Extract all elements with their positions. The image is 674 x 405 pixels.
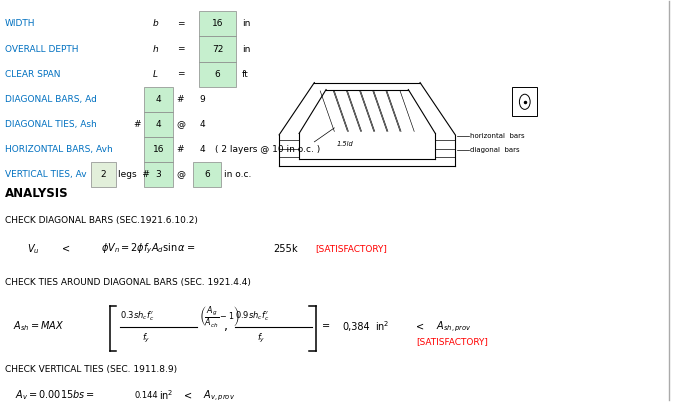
Text: 9: 9 xyxy=(200,95,205,104)
Text: b: b xyxy=(152,19,158,28)
Text: #: # xyxy=(176,145,183,154)
Text: L: L xyxy=(152,70,158,79)
Text: $0.9sh_cf_c^{\prime}$: $0.9sh_cf_c^{\prime}$ xyxy=(235,310,270,323)
Bar xyxy=(512,87,537,116)
Text: in$^2$: in$^2$ xyxy=(375,320,390,333)
Text: VERTICAL TIES, Av: VERTICAL TIES, Av xyxy=(5,170,86,179)
Text: 0.144: 0.144 xyxy=(134,391,158,400)
Text: <: < xyxy=(62,244,70,254)
Text: @: @ xyxy=(176,170,185,179)
Text: CHECK DIAGONAL BARS (SEC.1921.6.10.2): CHECK DIAGONAL BARS (SEC.1921.6.10.2) xyxy=(5,215,197,225)
Text: $A_{v,prov}$: $A_{v,prov}$ xyxy=(203,388,235,403)
Text: ,: , xyxy=(224,320,228,333)
Text: in: in xyxy=(242,19,250,28)
Ellipse shape xyxy=(520,94,530,109)
Bar xyxy=(91,162,116,187)
Text: diagonal  bars: diagonal bars xyxy=(470,147,520,153)
Text: $V_u$: $V_u$ xyxy=(27,242,40,256)
Bar xyxy=(200,36,237,62)
Text: 16: 16 xyxy=(212,19,223,28)
Text: in o.c.: in o.c. xyxy=(224,170,251,179)
Text: legs  #: legs # xyxy=(118,170,150,179)
Text: 1.5ld: 1.5ld xyxy=(337,141,354,147)
Text: 72: 72 xyxy=(212,45,223,53)
Text: $0.3sh_cf_c^{\prime}$: $0.3sh_cf_c^{\prime}$ xyxy=(120,310,155,323)
Bar xyxy=(193,162,221,187)
Text: $A_v=0.0015bs=$: $A_v=0.0015bs=$ xyxy=(15,388,95,402)
Text: @: @ xyxy=(176,120,185,129)
Bar xyxy=(200,62,237,87)
Text: 2: 2 xyxy=(100,170,106,179)
Text: k: k xyxy=(291,244,297,254)
Text: $f_y$: $f_y$ xyxy=(257,332,266,345)
Bar xyxy=(144,112,173,137)
Text: $\left(\dfrac{A_g}{A_{ch}}-1\right)$: $\left(\dfrac{A_g}{A_{ch}}-1\right)$ xyxy=(199,304,239,329)
Text: $A_{sh}=MAX$: $A_{sh}=MAX$ xyxy=(13,320,65,333)
Text: =: = xyxy=(177,19,185,28)
Text: <: < xyxy=(184,390,192,401)
Text: WIDTH: WIDTH xyxy=(5,19,35,28)
Text: DIAGONAL BARS, Ad: DIAGONAL BARS, Ad xyxy=(5,95,96,104)
Bar xyxy=(144,162,173,187)
Text: 4: 4 xyxy=(200,145,205,154)
Text: =: = xyxy=(321,322,330,332)
Text: $f_y$: $f_y$ xyxy=(142,332,151,345)
Text: $\phi V_n=2\phi f_y A_d\sin\alpha=$: $\phi V_n=2\phi f_y A_d\sin\alpha=$ xyxy=(100,242,195,256)
Text: 4: 4 xyxy=(200,120,205,129)
Text: <: < xyxy=(417,322,425,332)
Text: in$^2$: in$^2$ xyxy=(159,388,174,402)
Text: horizontal  bars: horizontal bars xyxy=(470,133,524,139)
Text: h: h xyxy=(152,45,158,53)
Text: 0,384: 0,384 xyxy=(342,322,370,332)
Text: [SATISFACTORY]: [SATISFACTORY] xyxy=(417,337,488,346)
Text: 4: 4 xyxy=(156,95,161,104)
Bar xyxy=(200,11,237,36)
Text: ft: ft xyxy=(242,70,249,79)
Bar xyxy=(144,137,173,162)
Text: CHECK TIES AROUND DIAGONAL BARS (SEC. 1921.4.4): CHECK TIES AROUND DIAGONAL BARS (SEC. 19… xyxy=(5,278,251,287)
Text: #: # xyxy=(176,95,183,104)
Bar xyxy=(144,87,173,112)
Text: 16: 16 xyxy=(153,145,164,154)
Text: $A_{sh,prov}$: $A_{sh,prov}$ xyxy=(436,319,472,334)
Text: 4: 4 xyxy=(156,120,161,129)
Text: =: = xyxy=(177,45,185,53)
Text: CHECK VERTICAL TIES (SEC. 1911.8.9): CHECK VERTICAL TIES (SEC. 1911.8.9) xyxy=(5,365,177,374)
Text: 3: 3 xyxy=(156,170,161,179)
Text: #: # xyxy=(133,120,141,129)
Text: OVERALL DEPTH: OVERALL DEPTH xyxy=(5,45,78,53)
Text: in: in xyxy=(242,45,250,53)
Text: DIAGONAL TIES, Ash: DIAGONAL TIES, Ash xyxy=(5,120,96,129)
Text: 255: 255 xyxy=(273,244,292,254)
Text: 6: 6 xyxy=(204,170,210,179)
Text: [SATISFACTORY]: [SATISFACTORY] xyxy=(315,244,388,254)
Text: ANALYSIS: ANALYSIS xyxy=(5,187,68,200)
Text: =: = xyxy=(177,70,185,79)
Text: HORIZONTAL BARS, Avh: HORIZONTAL BARS, Avh xyxy=(5,145,113,154)
Text: CLEAR SPAN: CLEAR SPAN xyxy=(5,70,60,79)
Text: 6: 6 xyxy=(214,70,220,79)
Text: ( 2 layers @ 10 in o.c. ): ( 2 layers @ 10 in o.c. ) xyxy=(215,145,320,154)
